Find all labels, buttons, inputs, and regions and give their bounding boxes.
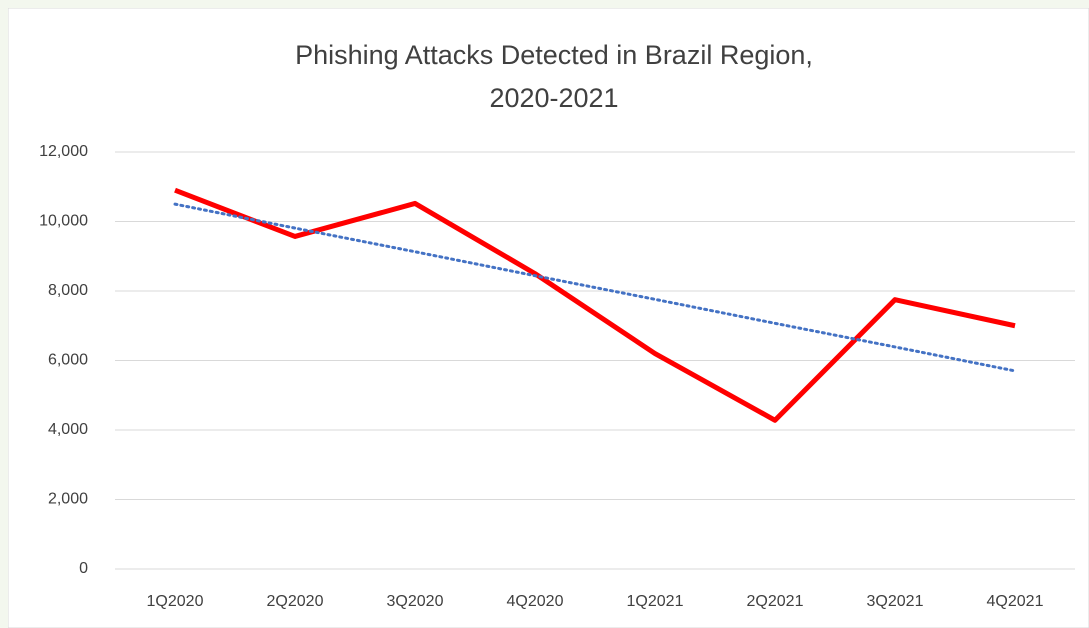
y-tick-label: 6,000 xyxy=(48,352,88,369)
y-tick-label: 12,000 xyxy=(39,143,88,160)
x-tick-label: 1Q2021 xyxy=(627,593,684,610)
x-tick-label: 1Q2020 xyxy=(147,593,204,610)
chart-title: Phishing Attacks Detected in Brazil Regi… xyxy=(295,40,813,70)
y-tick-label: 0 xyxy=(79,560,88,577)
x-tick-label: 2Q2020 xyxy=(267,593,324,610)
chart-background xyxy=(8,8,1089,628)
chart: Phishing Attacks Detected in Brazil Regi… xyxy=(8,8,1089,628)
trend-line xyxy=(173,202,1017,373)
x-tick-label: 4Q2021 xyxy=(987,593,1044,610)
y-tick-label: 10,000 xyxy=(39,213,88,230)
y-tick-label: 2,000 xyxy=(48,491,88,508)
chart-title: 2020-2021 xyxy=(489,83,618,113)
x-tick-label: 4Q2020 xyxy=(507,593,564,610)
x-tick-label: 3Q2021 xyxy=(867,593,924,610)
y-tick-label: 8,000 xyxy=(48,282,88,299)
x-tick-label: 2Q2021 xyxy=(747,593,804,610)
y-tick-label: 4,000 xyxy=(48,421,88,438)
data-line xyxy=(174,187,1016,423)
x-tick-label: 3Q2020 xyxy=(387,593,444,610)
